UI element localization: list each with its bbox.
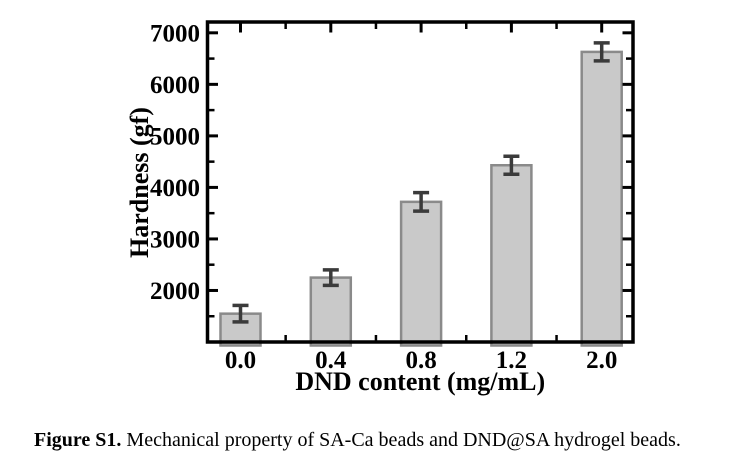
- x-tick-label-2.0: 2.0: [586, 347, 617, 374]
- error-bar-2.0: [593, 41, 610, 63]
- y-tick-label-2000: 2000: [150, 278, 200, 305]
- y-tick-label-4000: 4000: [150, 175, 200, 202]
- y-tick-label-3000: 3000: [150, 226, 200, 253]
- x-tick-label-0.4: 0.4: [315, 347, 347, 374]
- bar-2.0: [580, 50, 623, 347]
- figure-caption-label: Figure S1.: [34, 429, 122, 451]
- figure-caption: Figure S1. Mechanical property of SA-Ca …: [34, 429, 724, 451]
- x-tick-label-0.0: 0.0: [225, 347, 256, 374]
- bar-0.4: [309, 276, 353, 347]
- error-bar-0.8: [413, 190, 430, 213]
- figure-caption-text: Mechanical property of SA-Ca beads and D…: [121, 429, 681, 451]
- error-bar-1.2: [503, 154, 520, 177]
- y-tick-label-7000: 7000: [150, 20, 200, 47]
- hardness-bar-chart: 2000 3000 4000 5000 6000 7000 0.0 0.4 0.8 1.2 2.0 D…: [125, 20, 635, 396]
- bar-0.8: [399, 200, 443, 347]
- error-bar-0.0: [232, 303, 249, 324]
- x-tick-label-0.8: 0.8: [405, 347, 436, 374]
- x-tick-label-1.2: 1.2: [496, 347, 527, 374]
- error-bar-0.4: [322, 268, 339, 288]
- bar-chart-canvas: 2000 3000 4000 5000 6000 7000 0.0 0.4 0.8 1.2 2.0 D…: [125, 20, 635, 396]
- bar-1.2: [490, 164, 533, 347]
- y-axis-label: Hardness (gf): [125, 107, 154, 258]
- y-tick-label-5000: 5000: [150, 123, 200, 150]
- axis-frame: [205, 20, 635, 344]
- x-axis-label: DND content (mg/mL): [295, 367, 545, 396]
- y-tick-label-6000: 6000: [150, 72, 200, 99]
